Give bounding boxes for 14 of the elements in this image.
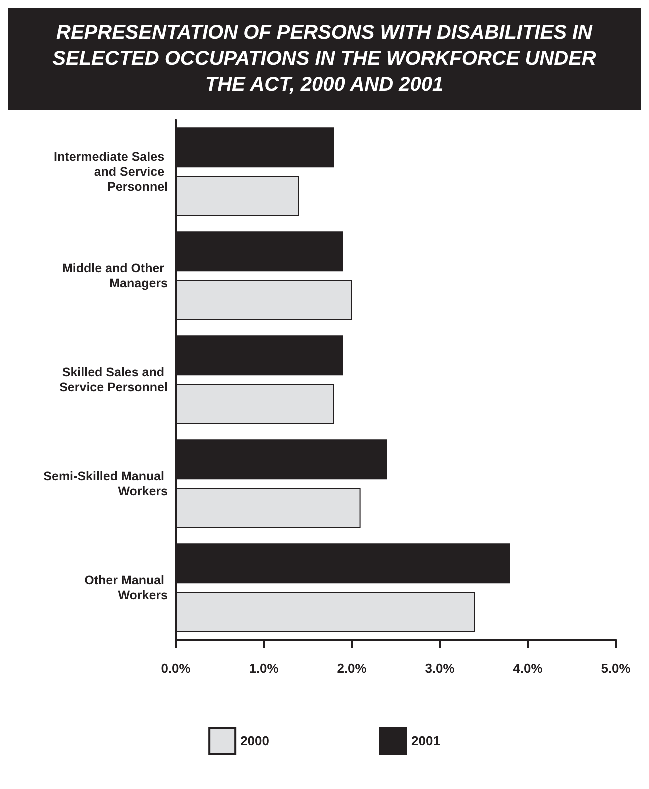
y-tick-label: Other Manual Workers bbox=[84, 574, 168, 602]
chart-title: REPRESENTATION OF PERSONS WITH DISABILITIES IN SELECTED OCCUPATIONS IN THE WORKFORCE UNDER THE ACT, 2000 AND 2001 bbox=[8, 8, 641, 110]
y-tick-label: Intermediate Sales and Service Personnel bbox=[54, 150, 168, 194]
x-tick-label: 3.0% bbox=[425, 661, 456, 676]
y-tick-label: Semi-Skilled Manual Workers bbox=[44, 470, 168, 498]
x-tick-label: 0.0% bbox=[161, 661, 192, 676]
x-tick-label: 1.0% bbox=[249, 661, 280, 676]
legend-label: 2001 bbox=[412, 734, 440, 748]
x-tick-label: 4.0% bbox=[513, 661, 544, 676]
y-tick-label: Middle and Other Managers bbox=[62, 262, 168, 290]
x-tick-label: 2.0% bbox=[337, 661, 368, 676]
y-tick-label: Skilled Sales and Service Personnel bbox=[60, 366, 168, 394]
legend-label: 2000 bbox=[240, 734, 270, 748]
x-tick-label: 5.0% bbox=[601, 661, 632, 676]
